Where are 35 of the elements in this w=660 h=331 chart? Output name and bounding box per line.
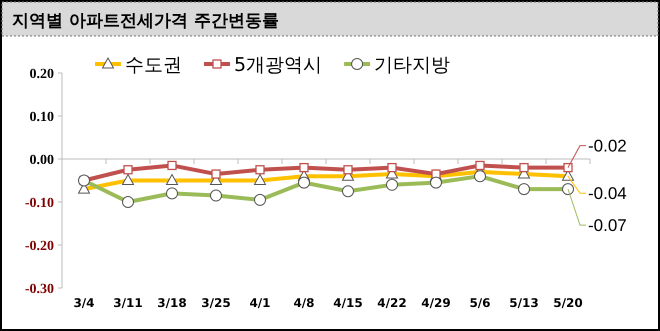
x-tick-label: 5/20	[553, 296, 583, 310]
point	[343, 165, 353, 174]
point	[167, 160, 177, 170]
legend-label: 기타지방	[374, 54, 450, 76]
point	[211, 169, 221, 179]
legend-label: 수도권	[125, 54, 182, 76]
y-tick-label: -0.10	[24, 196, 54, 211]
point	[475, 160, 485, 170]
y-tick-label: 0.20	[30, 67, 54, 82]
y-tick-label: -0.20	[24, 239, 54, 254]
annotation: -0.02	[588, 136, 627, 156]
x-tick-label: 3/11	[113, 296, 143, 310]
x-tick-label: 3/25	[201, 296, 231, 310]
y-tick-label: 0.00	[30, 153, 54, 168]
annotation: -0.04	[588, 184, 627, 204]
annotation: -0.07	[588, 216, 627, 236]
chart-title: 지역별 아파트전세가격 주간변동률	[12, 11, 279, 31]
point	[255, 165, 265, 174]
x-tick-label: 4/1	[249, 296, 271, 310]
x-tick-label: 4/15	[333, 296, 363, 310]
x-tick-label: 5/6	[469, 296, 491, 310]
point	[519, 162, 529, 172]
point	[387, 162, 397, 172]
point	[299, 162, 309, 172]
x-tick-label: 4/22	[377, 296, 407, 310]
x-tick-label: 4/29	[421, 296, 451, 310]
point	[123, 165, 133, 174]
y-tick-label: 0.10	[30, 110, 54, 125]
y-tick-label: -0.30	[24, 282, 54, 297]
x-tick-label: 3/4	[73, 296, 95, 310]
x-tick-label: 5/13	[509, 296, 539, 310]
x-tick-label: 4/8	[293, 296, 315, 310]
x-tick-label: 3/18	[157, 296, 187, 310]
point	[563, 162, 573, 172]
legend-label: 5개광역시	[234, 54, 322, 76]
